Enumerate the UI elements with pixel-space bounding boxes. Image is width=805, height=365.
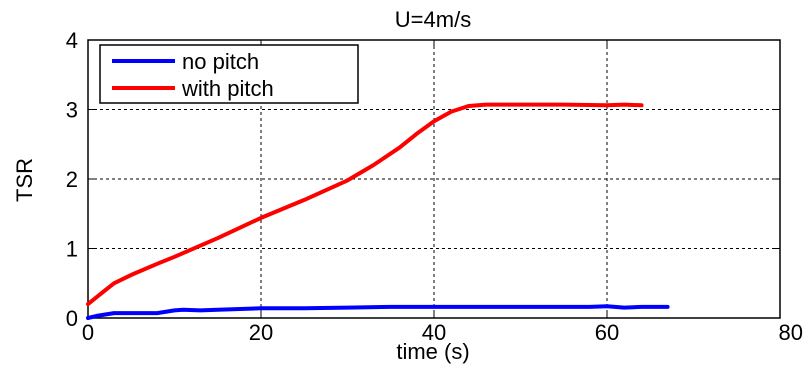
y-tick-label: 1 bbox=[66, 237, 78, 262]
x-tick-label: 80 bbox=[779, 320, 803, 345]
grid-lines bbox=[88, 40, 780, 318]
y-tick-label: 0 bbox=[66, 306, 78, 331]
y-tick-label: 3 bbox=[66, 98, 78, 123]
x-tick-label: 0 bbox=[82, 320, 94, 345]
chart-title: U=4m/s bbox=[395, 7, 471, 32]
legend-label-no-pitch: no pitch bbox=[182, 49, 259, 74]
x-tick-label: 40 bbox=[422, 320, 446, 345]
series-layer bbox=[86, 102, 670, 320]
x-axis-label: time (s) bbox=[396, 339, 469, 364]
series-line-no-pitch bbox=[86, 304, 670, 320]
legend-box bbox=[99, 44, 359, 104]
y-tick-label: 2 bbox=[66, 167, 78, 192]
x-tick-label: 60 bbox=[595, 320, 619, 345]
series-line-with-pitch bbox=[86, 102, 644, 307]
y-tick-label: 4 bbox=[66, 28, 78, 53]
x-tick-label: 20 bbox=[249, 320, 273, 345]
y-axis-label: TSR bbox=[12, 158, 37, 202]
legend: no pitch with pitch bbox=[99, 44, 359, 104]
legend-label-with-pitch: with pitch bbox=[181, 76, 274, 101]
axis-ticks: 0 20 40 60 80 0 1 2 3 4 bbox=[66, 28, 803, 345]
